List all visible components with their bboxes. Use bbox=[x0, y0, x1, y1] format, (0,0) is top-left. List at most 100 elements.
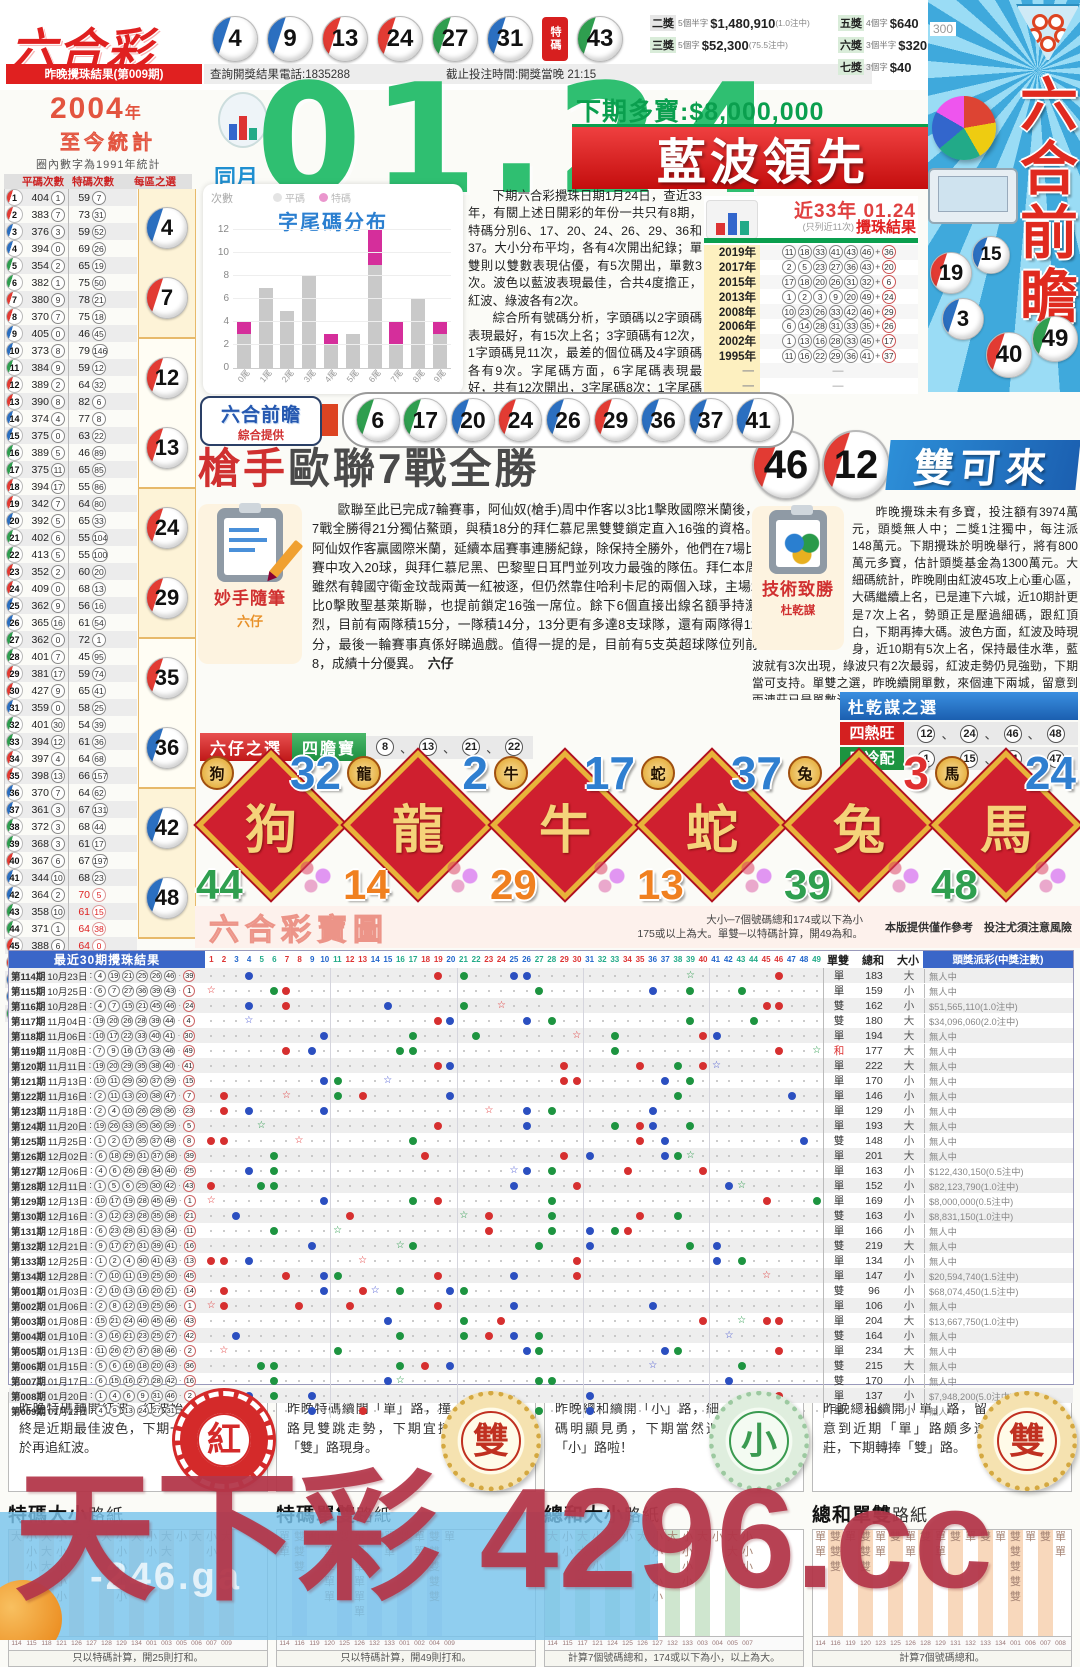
picks-sublabel: 四膽寶 bbox=[292, 733, 367, 761]
scale-number: 36 bbox=[648, 955, 658, 964]
prize-row: 七獎 3個字 $40 bbox=[838, 59, 912, 75]
zodiac-number-bottom: 39 bbox=[784, 861, 831, 908]
flower-decoration bbox=[736, 856, 776, 896]
picks-numbers: 8、 13、 21、 22 bbox=[366, 735, 534, 759]
historic-row: 2017年 2 5 23 27 36 43 +20 bbox=[704, 259, 918, 275]
article-signature: 六仔 bbox=[427, 655, 454, 671]
road-footer: 只以特碼計算，開49則打和。 bbox=[276, 1651, 536, 1667]
road-column: 雙 bbox=[918, 1530, 933, 1636]
results-row: 第134期 12月28日:7 10 11 19 25 30 · 45 ☆ 單 147 小 $20,594,… bbox=[9, 1268, 1073, 1283]
road-column: 雙雙雙 bbox=[828, 1530, 843, 1636]
historic-results-table: 2019年 11 18 33 41 43 46 +36 2017年 2 5 23 27 36 43 +20 20… bbox=[704, 245, 918, 393]
scale-number: 28 bbox=[547, 955, 557, 964]
frequency-row: 8 370 7 75 18 bbox=[5, 308, 137, 325]
historic-title: 近33年 01.24 bbox=[794, 201, 916, 222]
frequency-row: 11 384 9 59 12 bbox=[5, 359, 137, 376]
road-cell: 雙 bbox=[950, 1531, 961, 1543]
frequency-row: 42 364 2 70 5 bbox=[5, 886, 137, 903]
frequency-row: 1 404 1 59 7 bbox=[5, 189, 137, 206]
frequency-row: 16 389 5 46 89 bbox=[5, 444, 137, 461]
road-period: 007 bbox=[1040, 1640, 1051, 1647]
gridline bbox=[233, 298, 451, 299]
col-size: 大小 bbox=[897, 954, 919, 967]
lottery-ball: 25 bbox=[6, 597, 23, 614]
frequency-row: 23 352 2 60 20 bbox=[5, 563, 137, 580]
stamp-circle: 雙 bbox=[977, 1391, 1077, 1491]
scale-number: 14 bbox=[370, 955, 380, 964]
road-sum-oddeven: 昨晚總和續開「單」路，留意到近期「單」路頗多連莊，下期轉捧「雙」路。雙總和單雙路… bbox=[812, 1391, 1077, 1667]
road-cell: 小 bbox=[682, 1561, 693, 1573]
picks-row: 四熱旺 12、 24、 46、 48 bbox=[840, 722, 1078, 745]
scale-number: 39 bbox=[686, 955, 695, 964]
treasure-map-band: 六合彩寶圖 大小─7個號碼總和174或以下為小 175或以上為大。單雙─以特碼計… bbox=[195, 906, 1080, 948]
scale-number: 35 bbox=[635, 955, 645, 964]
zodiac-number-bottom: 48 bbox=[931, 861, 978, 908]
road-period: 128 bbox=[920, 1640, 931, 1647]
scale-number: 18 bbox=[421, 955, 431, 964]
legend-item: 平碼 bbox=[273, 190, 305, 205]
zone-group: 42 48 bbox=[139, 789, 195, 939]
road-period: 125 bbox=[890, 1640, 901, 1647]
road-cell: 雙 bbox=[830, 1561, 841, 1573]
tip-banner: 雙可來 bbox=[885, 440, 1080, 491]
road-cell: 雙 bbox=[1010, 1531, 1021, 1543]
lottery-ball: 43 bbox=[6, 903, 23, 920]
drawn-balls-row: 4 9 13 24 27 31 特碼 43 bbox=[212, 16, 623, 62]
bar bbox=[345, 333, 360, 368]
lottery-ball: 11 bbox=[6, 359, 23, 376]
bar-segment-te bbox=[236, 322, 251, 334]
road-period: 129 bbox=[935, 1640, 946, 1647]
result-phone: 查詢開獎結果電話:1835288 bbox=[210, 69, 350, 81]
stats-column-headers: 平碼次數 特碼次數 每區之選 bbox=[4, 174, 192, 189]
road-period: 114 bbox=[815, 1640, 826, 1647]
lottery-ball: 46 bbox=[752, 430, 820, 500]
historic-row: 2015年 17 18 20 26 31 32 +6 bbox=[704, 274, 918, 290]
result-label: 昨晚攪珠結果(第009期) bbox=[6, 64, 202, 84]
road-period: 120 bbox=[860, 1640, 871, 1647]
historic-row: — — bbox=[704, 378, 918, 393]
lottery-ball: 44 bbox=[6, 920, 23, 937]
zodiac-badge: 蛇 bbox=[641, 756, 675, 790]
lottery-ball: 26 bbox=[545, 398, 590, 442]
road-column: 雙 bbox=[888, 1530, 903, 1636]
lottery-ball: 43 bbox=[577, 16, 623, 62]
y-tick: 12 bbox=[217, 224, 229, 235]
lottery-ball: 7 bbox=[6, 291, 23, 308]
lottery-ball: 9 bbox=[267, 16, 313, 62]
scale-number: 12 bbox=[345, 955, 355, 964]
lottery-ball: 31 bbox=[487, 16, 533, 62]
bar bbox=[411, 299, 426, 368]
lottery-ball: 13 bbox=[322, 16, 368, 62]
article-technique-body: 技術致勝 杜乾謀 昨晚攪珠未有多寶，投注額有3974萬元，頭獎無人中；二獎1注獨… bbox=[752, 505, 1078, 700]
scale-number: 33 bbox=[610, 955, 620, 964]
lottery-ball: 41 bbox=[6, 869, 23, 886]
gridline bbox=[233, 275, 451, 276]
road-cell: 單 bbox=[905, 1531, 916, 1543]
lottery-ball: 37 bbox=[6, 801, 23, 818]
road-cell: 小 bbox=[682, 1531, 693, 1543]
stamp-小: 小 bbox=[709, 1391, 809, 1491]
results-row: 第120期 11月11日:19 20 29 35 38 40 · 41 ☆ 單 222 大無人中 bbox=[9, 1058, 1073, 1073]
prize-table-right: 五獎 4個字 $640 六獎 3個半字 $320 七獎 3個字 $40 bbox=[838, 12, 968, 78]
stamp-circle: 紅 bbox=[175, 1391, 273, 1489]
x-tick: 8尾 bbox=[410, 367, 427, 385]
road-column: 大大 bbox=[725, 1530, 740, 1636]
results-row: 第004期 01月10日:3 16 21 23 25 27 · 42 ☆ 雙 164 小無人中 bbox=[9, 1328, 1073, 1343]
results-row: 第124期 11月20日:19 26 33 35 36 39 · 5 ☆ 單 193 大無人中 bbox=[9, 1118, 1073, 1133]
road-period: 006 bbox=[1025, 1640, 1036, 1647]
scale-number: 9 bbox=[309, 955, 315, 964]
frequency-row: 9 405 0 46 45 bbox=[5, 325, 137, 342]
scale-number: 32 bbox=[597, 955, 607, 964]
column-name: 技術致勝 bbox=[762, 580, 834, 599]
flower-decoration bbox=[1030, 856, 1070, 896]
article-football-body: 妙手隨筆 六仔 歐聯至此已完成7輪賽事，阿仙奴(槍手)周中作客以3比1擊敗國際米… bbox=[198, 500, 758, 720]
bar bbox=[367, 230, 382, 368]
columnist-name: 杜乾謀 bbox=[780, 604, 816, 617]
next-jackpot: 下期多寶:$8,000,000 bbox=[576, 98, 825, 126]
analysis-paragraphs: 下期六合彩攪珠日期1月24日，查近33年，有關上述日開彩的年份一共只有8期，特碼… bbox=[468, 188, 702, 394]
mini-chart-icon bbox=[218, 92, 268, 148]
bar-segment-te bbox=[324, 333, 339, 345]
analysis-paragraph-1: 下期六合彩攪珠日期1月24日，查近33年，有關上述日開彩的年份一共只有8期，特碼… bbox=[468, 189, 702, 308]
